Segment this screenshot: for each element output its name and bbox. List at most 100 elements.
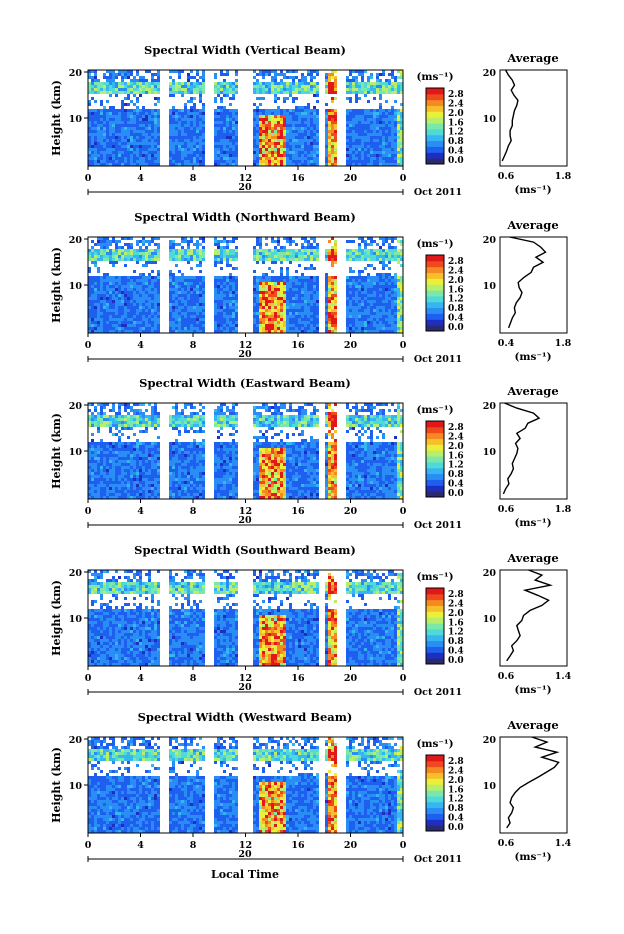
heatmap-cell bbox=[190, 324, 193, 327]
heatmap-cell bbox=[112, 106, 115, 109]
heatmap-cell bbox=[91, 312, 94, 315]
heatmap-cell bbox=[112, 145, 115, 148]
heatmap-cell bbox=[175, 160, 178, 163]
heatmap-cell bbox=[124, 309, 127, 312]
heatmap-cell bbox=[220, 327, 223, 330]
heatmap-cell bbox=[169, 154, 172, 157]
heatmap-cell bbox=[151, 306, 154, 309]
heatmap-cell bbox=[199, 288, 202, 291]
heatmap-cell bbox=[184, 282, 187, 285]
heatmap-cell bbox=[202, 139, 205, 142]
heatmap-cell bbox=[118, 124, 121, 127]
heatmap-cell bbox=[391, 133, 394, 136]
heatmap-cell bbox=[223, 246, 226, 249]
heatmap-cell bbox=[127, 88, 130, 91]
heatmap-cell bbox=[97, 427, 100, 430]
heatmap-cell bbox=[139, 133, 142, 136]
heatmap-cell bbox=[181, 258, 184, 261]
heatmap-cell bbox=[262, 294, 265, 297]
heatmap-cell bbox=[136, 312, 139, 315]
heatmap-cell bbox=[280, 252, 283, 255]
heatmap-cell bbox=[262, 97, 265, 100]
heatmap-cell bbox=[235, 300, 238, 303]
heatmap-cell bbox=[223, 88, 226, 91]
heatmap-cell bbox=[220, 100, 223, 103]
heatmap-cell bbox=[133, 91, 136, 94]
heatmap-cell bbox=[97, 475, 100, 478]
heatmap-cell bbox=[142, 151, 145, 154]
heatmap-cell bbox=[214, 312, 217, 315]
heatmap-cell bbox=[271, 115, 274, 118]
heatmap-cell bbox=[268, 145, 271, 148]
heatmap-cell bbox=[172, 121, 175, 124]
heatmap-cell bbox=[193, 291, 196, 294]
heatmap-cell bbox=[121, 88, 124, 91]
heatmap-cell bbox=[376, 124, 379, 127]
heatmap-cell bbox=[313, 112, 316, 115]
heatmap-cell bbox=[289, 148, 292, 151]
heatmap-cell bbox=[217, 118, 220, 121]
heatmap-cell bbox=[304, 288, 307, 291]
heatmap-cell bbox=[94, 409, 97, 412]
heatmap-cell bbox=[121, 151, 124, 154]
heatmap-cell bbox=[349, 121, 352, 124]
heatmap-cell bbox=[274, 82, 277, 85]
heatmap-cell bbox=[130, 133, 133, 136]
heatmap-cell bbox=[280, 139, 283, 142]
heatmap-cell bbox=[328, 300, 331, 303]
heatmap-cell bbox=[394, 118, 397, 121]
heatmap-cell bbox=[217, 249, 220, 252]
heatmap-cell bbox=[274, 157, 277, 160]
heatmap-cell bbox=[94, 112, 97, 115]
colorbar-tick: 0.0 bbox=[448, 156, 464, 166]
heatmap-cell bbox=[109, 255, 112, 258]
heatmap-cell bbox=[313, 118, 316, 121]
heatmap-cell bbox=[151, 118, 154, 121]
heatmap-cell bbox=[283, 252, 286, 255]
heatmap-cell bbox=[97, 154, 100, 157]
heatmap-cell bbox=[361, 255, 364, 258]
heatmap-cell bbox=[370, 294, 373, 297]
heatmap-cell bbox=[271, 142, 274, 145]
heatmap-cell bbox=[280, 300, 283, 303]
heatmap-cell bbox=[292, 82, 295, 85]
heatmap-cell bbox=[265, 327, 268, 330]
heatmap-cell bbox=[91, 115, 94, 118]
heatmap-cell bbox=[394, 145, 397, 148]
heatmap-cell bbox=[274, 97, 277, 100]
heatmap-cell bbox=[109, 318, 112, 321]
heatmap-cell bbox=[259, 300, 262, 303]
heatmap-cell bbox=[118, 315, 121, 318]
heatmap-cell bbox=[259, 118, 262, 121]
heatmap-cell bbox=[193, 151, 196, 154]
heatmap-cell bbox=[175, 118, 178, 121]
heatmap-cell bbox=[91, 258, 94, 261]
heatmap-cell bbox=[325, 130, 328, 133]
heatmap-cell bbox=[292, 133, 295, 136]
heatmap-cell bbox=[151, 300, 154, 303]
heatmap-cell bbox=[217, 157, 220, 160]
heatmap-cell bbox=[220, 240, 223, 243]
heatmap-cell bbox=[148, 312, 151, 315]
heatmap-cell bbox=[214, 139, 217, 142]
heatmap-cell bbox=[334, 139, 337, 142]
heatmap-cell bbox=[325, 315, 328, 318]
heatmap-cell bbox=[202, 288, 205, 291]
heatmap-cell bbox=[370, 243, 373, 246]
heatmap-cell bbox=[376, 109, 379, 112]
heatmap-cell bbox=[376, 91, 379, 94]
heatmap-cell bbox=[301, 91, 304, 94]
heatmap-cell bbox=[97, 478, 100, 481]
heatmap-cell bbox=[370, 285, 373, 288]
heatmap-cell bbox=[193, 327, 196, 330]
heatmap-cell bbox=[265, 303, 268, 306]
heatmap-cell bbox=[364, 312, 367, 315]
heatmap-cell bbox=[232, 124, 235, 127]
heatmap-cell bbox=[154, 115, 157, 118]
heatmap-cell bbox=[271, 76, 274, 79]
heatmap-cell bbox=[376, 276, 379, 279]
heatmap-cell bbox=[301, 327, 304, 330]
heatmap-cell bbox=[364, 258, 367, 261]
heatmap-cell bbox=[121, 249, 124, 252]
